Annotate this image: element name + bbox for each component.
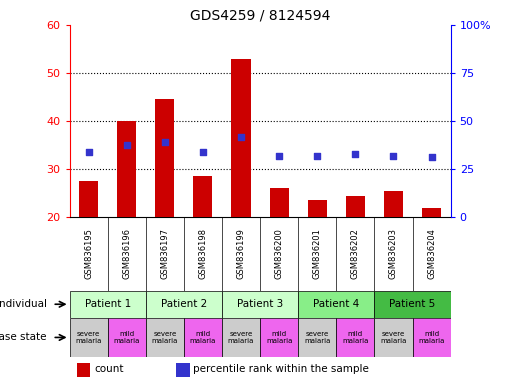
Text: Patient 3: Patient 3 — [237, 299, 283, 309]
Bar — [146, 291, 222, 318]
Title: GDS4259 / 8124594: GDS4259 / 8124594 — [190, 8, 330, 22]
Bar — [413, 318, 451, 357]
Point — [275, 153, 283, 159]
Text: GSM836201: GSM836201 — [313, 228, 322, 279]
Text: disease state: disease state — [0, 333, 47, 343]
Text: mild
malaria: mild malaria — [418, 331, 445, 344]
Bar — [156, 99, 175, 217]
Bar — [77, 363, 91, 377]
Text: Patient 5: Patient 5 — [389, 299, 436, 309]
Bar — [79, 181, 98, 217]
Text: GSM836198: GSM836198 — [198, 228, 208, 280]
Bar — [374, 318, 413, 357]
Text: severe
malaria: severe malaria — [304, 331, 331, 344]
Text: Patient 4: Patient 4 — [313, 299, 359, 309]
Bar — [176, 363, 190, 377]
Bar — [222, 318, 260, 357]
Bar — [232, 59, 251, 217]
Text: GSM836195: GSM836195 — [84, 228, 93, 279]
Point — [351, 151, 359, 157]
Text: individual: individual — [0, 299, 47, 309]
Point — [389, 153, 398, 159]
Bar — [346, 195, 365, 217]
Point — [199, 149, 207, 155]
Text: GSM836200: GSM836200 — [274, 228, 284, 279]
Bar — [384, 191, 403, 217]
Text: mild
malaria: mild malaria — [190, 331, 216, 344]
Text: GSM836203: GSM836203 — [389, 228, 398, 280]
Text: severe
malaria: severe malaria — [151, 331, 178, 344]
Bar — [298, 318, 336, 357]
Bar — [146, 318, 184, 357]
Bar — [184, 318, 222, 357]
Text: Patient 2: Patient 2 — [161, 299, 207, 309]
Bar — [70, 291, 146, 318]
Bar — [194, 176, 213, 217]
Bar — [336, 318, 374, 357]
Bar — [117, 121, 136, 217]
Point — [427, 154, 436, 160]
Bar — [260, 318, 298, 357]
Point — [161, 139, 169, 145]
Point — [84, 149, 93, 155]
Bar — [422, 208, 441, 217]
Text: severe
malaria: severe malaria — [228, 331, 254, 344]
Text: mild
malaria: mild malaria — [113, 331, 140, 344]
Text: count: count — [94, 364, 124, 374]
Text: mild
malaria: mild malaria — [342, 331, 369, 344]
Bar — [298, 291, 374, 318]
Text: Patient 1: Patient 1 — [84, 299, 131, 309]
Bar — [108, 318, 146, 357]
Point — [313, 153, 321, 159]
Text: GSM836202: GSM836202 — [351, 228, 360, 279]
Bar — [222, 291, 298, 318]
Text: mild
malaria: mild malaria — [266, 331, 293, 344]
Bar — [308, 200, 327, 217]
Point — [123, 142, 131, 148]
Text: GSM836196: GSM836196 — [122, 228, 131, 280]
Bar — [70, 318, 108, 357]
Point — [237, 134, 245, 141]
Text: severe
malaria: severe malaria — [380, 331, 407, 344]
Text: severe
malaria: severe malaria — [75, 331, 102, 344]
Text: percentile rank within the sample: percentile rank within the sample — [194, 364, 369, 374]
Bar — [374, 291, 451, 318]
Text: GSM836204: GSM836204 — [427, 228, 436, 279]
Bar — [270, 189, 289, 217]
Text: GSM836197: GSM836197 — [160, 228, 169, 280]
Text: GSM836199: GSM836199 — [236, 228, 246, 279]
